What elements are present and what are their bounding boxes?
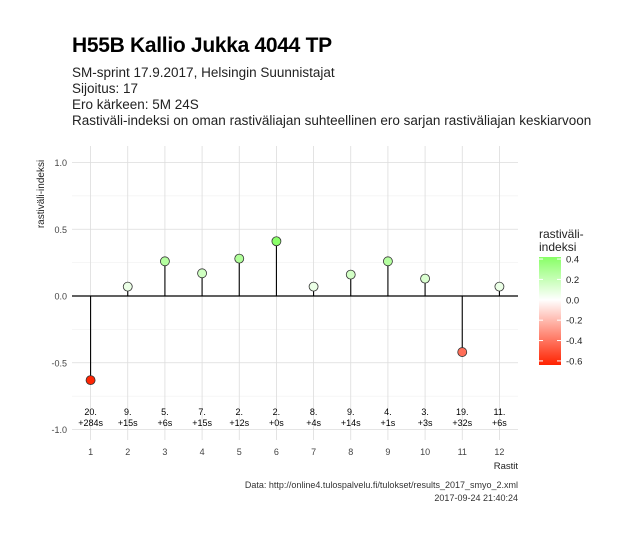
split-rank-label: 9. <box>124 407 132 417</box>
subtitle-event: SM-sprint 17.9.2017, Helsingin Suunnista… <box>72 65 335 80</box>
legend-tick-label: -0.2 <box>566 316 582 327</box>
subtitle-description: Rastiväli-indeksi on oman rastiväliajan … <box>72 113 592 128</box>
split-rank-label: 2. <box>235 407 243 417</box>
split-time-loss-label: +12s <box>229 418 249 428</box>
split-rank-label: 11. <box>493 407 505 417</box>
legend-tick-label: 0.2 <box>566 275 579 286</box>
x-tick-label: 7 <box>311 447 316 457</box>
split-rank-label: 9. <box>347 407 355 417</box>
x-axis-label: Rastit <box>494 461 519 472</box>
split-time-loss-label: +6s <box>158 418 173 428</box>
y-tick-label: -1.0 <box>51 425 67 435</box>
legend-tick-label: -0.6 <box>566 356 582 367</box>
split-rank-label: 7. <box>198 407 206 417</box>
data-point <box>420 273 430 284</box>
chart-title: H55B Kallio Jukka 4044 TP <box>72 34 332 57</box>
y-tick-label: -0.5 <box>51 358 67 368</box>
legend-title-line: indeksi <box>539 240 576 254</box>
data-point <box>234 253 245 264</box>
split-time-loss-label: +0s <box>269 418 284 428</box>
split-time-loss-label: +15s <box>192 418 212 428</box>
split-time-loss-label: +15s <box>118 418 138 428</box>
data-point <box>271 236 282 247</box>
y-tick-label: 0.5 <box>54 225 67 235</box>
grid-lines <box>72 146 518 440</box>
split-rank-label: 20. <box>84 407 97 417</box>
data-point <box>494 281 505 292</box>
split-time-loss-label: +6s <box>492 418 507 428</box>
x-tick-label: 11 <box>458 447 467 457</box>
y-tick-label: 1.0 <box>54 158 67 168</box>
data-point <box>85 375 96 386</box>
split-time-loss-label: +1s <box>381 418 396 428</box>
split-rank-label: 8. <box>310 407 318 417</box>
split-time-loss-label: +284s <box>78 418 103 428</box>
x-tick-label: 9 <box>385 447 390 457</box>
x-tick-label: 6 <box>274 447 279 457</box>
legend-tick-label: 0.0 <box>566 295 579 306</box>
split-rank-label: 3. <box>421 407 429 417</box>
data-source-caption: Data: http://online4.tulospalvelu.fi/tul… <box>244 480 518 490</box>
data-point <box>383 256 393 267</box>
legend-colorbar <box>539 257 561 365</box>
split-time-loss-label: +4s <box>306 418 321 428</box>
data-point <box>457 347 468 357</box>
timestamp-caption: 2017-09-24 21:40:24 <box>434 493 518 503</box>
x-tick-label: 12 <box>494 447 504 457</box>
data-point <box>160 256 170 267</box>
x-tick-label: 1 <box>88 447 93 457</box>
subtitle-placing: Sijoitus: 17 <box>72 81 139 96</box>
split-rank-label: 4. <box>384 407 392 417</box>
legend-tick-label: 0.4 <box>566 255 579 266</box>
split-time-loss-label: +32s <box>452 418 472 428</box>
data-point <box>197 268 207 279</box>
legend-tick-label: -0.4 <box>566 336 582 347</box>
split-time-loss-label: +14s <box>341 418 361 428</box>
x-tick-label: 3 <box>162 447 167 457</box>
data-point <box>345 269 356 280</box>
split-rank-label: 5. <box>161 407 169 417</box>
x-tick-label: 2 <box>125 447 130 457</box>
y-axis-label: rastiväli-indeksi <box>36 160 47 228</box>
subtitle-gap: Ero kärkeen: 5M 24S <box>72 97 199 112</box>
split-rank-label: 2. <box>273 407 281 417</box>
data-point <box>122 281 133 292</box>
x-tick-label: 5 <box>237 447 242 457</box>
x-tick-label: 4 <box>200 447 205 457</box>
x-tick-label: 10 <box>420 447 430 457</box>
split-rank-label: 19. <box>456 407 469 417</box>
legend-title-line: rastiväli- <box>539 227 584 241</box>
split-time-loss-label: +3s <box>418 418 433 428</box>
data-point <box>308 281 319 292</box>
x-tick-label: 8 <box>348 447 353 457</box>
y-tick-label: 0.0 <box>54 292 67 302</box>
